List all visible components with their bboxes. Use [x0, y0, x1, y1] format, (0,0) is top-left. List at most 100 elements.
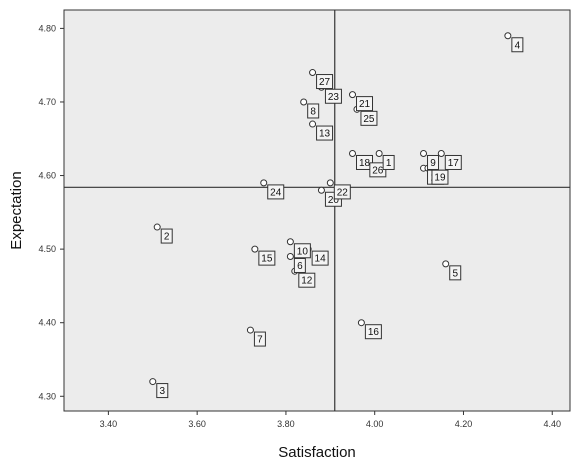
- data-point: [260, 179, 268, 187]
- point-label: 4: [511, 37, 524, 53]
- point-label-box: [307, 103, 320, 119]
- x-tick-label: 4.20: [455, 419, 473, 429]
- point-label-text: 4: [515, 40, 521, 51]
- point-label-box: [293, 243, 311, 259]
- data-point: [317, 186, 325, 194]
- point-label-box: [444, 154, 462, 170]
- point-label-text: 27: [319, 77, 331, 88]
- point-label-box: [267, 184, 285, 200]
- reference-lines: [64, 10, 570, 411]
- point-label: 10: [293, 243, 311, 259]
- point-label-box: [364, 324, 382, 340]
- x-axis-title: Satisfaction: [278, 444, 356, 461]
- point-label-text: 23: [328, 92, 340, 103]
- point-label: 17: [444, 154, 462, 170]
- point-label-box: [298, 272, 316, 288]
- data-point: [286, 238, 294, 246]
- point-label: 15: [258, 250, 276, 266]
- y-tick-label: 4.60: [38, 171, 56, 181]
- point-label-text: 9: [430, 158, 436, 169]
- data-point: [309, 120, 317, 128]
- point-label-box: [160, 228, 173, 244]
- point-label: 5: [449, 265, 462, 281]
- point-label: 23: [324, 88, 342, 104]
- data-point: [300, 98, 308, 106]
- point-label: 12: [298, 272, 316, 288]
- point-label-text: 18: [359, 158, 371, 169]
- point-label-text: 13: [319, 129, 331, 140]
- point-label-text: 2: [164, 232, 170, 243]
- point-label-text: 17: [448, 158, 460, 169]
- x-axis: 3.40 3.60 3.80 4.00 4.20 4.40: [100, 411, 561, 429]
- point-label-box: [316, 125, 334, 141]
- point-label-box: [449, 265, 462, 281]
- point-label-text: 15: [261, 254, 273, 265]
- point-label-text: 6: [297, 261, 303, 272]
- point-label: 24: [267, 184, 285, 200]
- data-point: [375, 149, 383, 157]
- y-tick-label: 4.70: [38, 97, 56, 107]
- point-label-box: [382, 154, 395, 170]
- y-axis: 4.30 4.40 4.50 4.60 4.70 4.80: [38, 23, 64, 401]
- data-point: [326, 179, 334, 187]
- data-point: [309, 69, 317, 77]
- point-label-text: 21: [359, 99, 371, 110]
- point-label: 21: [356, 96, 374, 112]
- point-label-text: 7: [257, 335, 263, 346]
- point-label-box: [324, 88, 342, 104]
- point-label-text: 14: [315, 254, 327, 265]
- point-label-box: [253, 331, 266, 347]
- data-point: [251, 245, 259, 253]
- y-axis-title: Expectation: [8, 171, 25, 249]
- point-label: 19: [431, 169, 449, 185]
- point-labels: 2345678910111213141516171819202122232425…: [156, 37, 524, 399]
- point-label: 27: [316, 74, 334, 90]
- point-label-box: [333, 184, 351, 200]
- x-tick-label: 4.00: [366, 419, 384, 429]
- point-label-text: 1: [386, 158, 392, 169]
- data-point: [504, 32, 512, 40]
- data-point: [437, 149, 445, 157]
- data-point: [420, 149, 428, 157]
- data-point: [149, 378, 157, 386]
- data-point: [349, 149, 357, 157]
- point-label-box: [293, 257, 306, 273]
- point-label-text: 25: [363, 114, 375, 125]
- plot-area: [63, 9, 571, 412]
- point-label-text: 22: [337, 187, 349, 198]
- point-label: 25: [360, 110, 378, 126]
- point-label-text: 19: [434, 173, 446, 184]
- point-label-text: 16: [368, 327, 380, 338]
- point-label: 1: [382, 154, 395, 170]
- point-label-text: 12: [301, 276, 313, 287]
- point-label-box: [356, 96, 374, 112]
- data-point: [246, 326, 254, 334]
- point-label-text: 8: [310, 106, 316, 117]
- data-point: [349, 91, 357, 99]
- point-label: 2: [160, 228, 173, 244]
- point-label-box: [311, 250, 329, 266]
- data-point: [286, 252, 294, 260]
- x-tick-label: 3.60: [188, 419, 206, 429]
- point-label-box: [258, 250, 276, 266]
- point-label-text: 10: [297, 246, 309, 257]
- data-point: [153, 223, 161, 231]
- point-label: 3: [156, 383, 169, 399]
- point-label-text: 26: [372, 165, 384, 176]
- y-tick-label: 4.80: [38, 23, 56, 33]
- point-label: 22: [333, 184, 351, 200]
- y-tick-label: 4.30: [38, 391, 56, 401]
- point-label-text: 5: [452, 268, 458, 279]
- point-label-box: [316, 74, 334, 90]
- point-label-box: [156, 383, 169, 399]
- point-label: 18: [356, 154, 374, 170]
- point-label-box: [511, 37, 524, 53]
- point-label: 9: [427, 154, 440, 170]
- point-label: 13: [316, 125, 334, 141]
- point-label: 14: [311, 250, 329, 266]
- point-label-text: 3: [159, 386, 165, 397]
- point-label-text: 20: [328, 195, 340, 206]
- point-label-box: [427, 154, 440, 170]
- y-tick-label: 4.40: [38, 318, 56, 328]
